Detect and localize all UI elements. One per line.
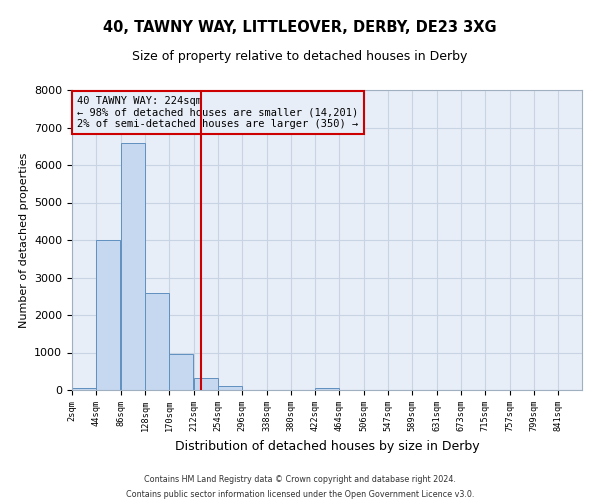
Text: 40 TAWNY WAY: 224sqm
← 98% of detached houses are smaller (14,201)
2% of semi-de: 40 TAWNY WAY: 224sqm ← 98% of detached h… bbox=[77, 96, 358, 129]
Y-axis label: Number of detached properties: Number of detached properties bbox=[19, 152, 29, 328]
Bar bbox=[97, 240, 121, 390]
Bar bbox=[72, 388, 96, 390]
Bar bbox=[145, 292, 169, 390]
Bar bbox=[121, 142, 145, 390]
Bar bbox=[218, 386, 242, 390]
X-axis label: Distribution of detached houses by size in Derby: Distribution of detached houses by size … bbox=[175, 440, 479, 452]
Text: 40, TAWNY WAY, LITTLEOVER, DERBY, DE23 3XG: 40, TAWNY WAY, LITTLEOVER, DERBY, DE23 3… bbox=[103, 20, 497, 35]
Text: Size of property relative to detached houses in Derby: Size of property relative to detached ho… bbox=[133, 50, 467, 63]
Bar bbox=[169, 354, 193, 390]
Bar bbox=[194, 378, 218, 390]
Text: Contains HM Land Registry data © Crown copyright and database right 2024.: Contains HM Land Registry data © Crown c… bbox=[144, 475, 456, 484]
Text: Contains public sector information licensed under the Open Government Licence v3: Contains public sector information licen… bbox=[126, 490, 474, 499]
Bar bbox=[315, 388, 340, 390]
